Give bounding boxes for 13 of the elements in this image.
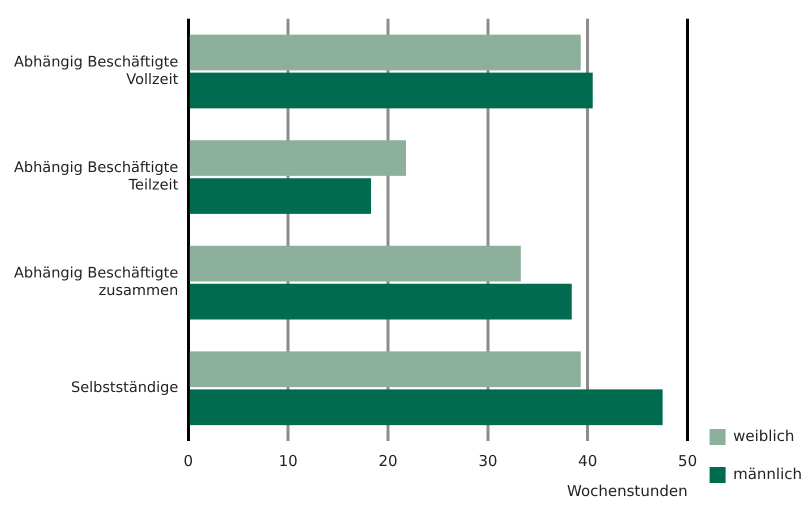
x-tick-label: 20: [378, 452, 398, 470]
legend-label: weiblich: [733, 426, 794, 445]
y-tick-label: Abhängig Beschäftigte zusammen: [14, 266, 178, 300]
legend-label: männlich: [733, 464, 802, 483]
x-tick-label: 40: [578, 452, 598, 470]
x-tick-label: 50: [678, 452, 698, 470]
x-tick-label: 30: [478, 452, 498, 470]
y-tick-label: Abhängig Beschäftigte Teilzeit: [14, 160, 179, 194]
x-axis-title: Wochenstunden: [567, 482, 688, 500]
x-tick-label: 0: [184, 452, 194, 470]
x-tick-label: 10: [278, 452, 298, 470]
y-tick-label: Selbstständige: [71, 380, 178, 396]
y-tick-label: Abhängig Beschäftigte Vollzeit: [14, 54, 179, 88]
